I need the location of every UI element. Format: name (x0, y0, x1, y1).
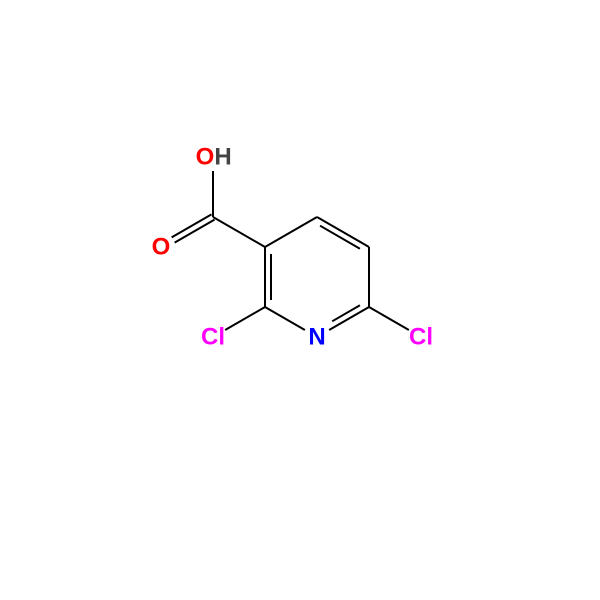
svg-text:O: O (196, 144, 215, 171)
svg-text:Cl: Cl (201, 324, 225, 351)
svg-text:H: H (214, 144, 231, 171)
svg-text:Cl: Cl (409, 324, 433, 351)
svg-text:N: N (308, 324, 325, 351)
svg-text:O: O (152, 234, 171, 261)
molecule-diagram: NClClOOH (0, 0, 600, 600)
